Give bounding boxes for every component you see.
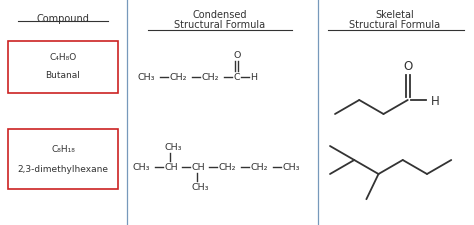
Text: H: H — [250, 73, 257, 82]
Text: C₈H₁₈: C₈H₁₈ — [51, 145, 75, 154]
Text: CH₂: CH₂ — [251, 163, 268, 172]
Text: CH₃: CH₃ — [165, 143, 182, 152]
Text: Butanal: Butanal — [46, 71, 81, 80]
Text: 2,3-dimethylhexane: 2,3-dimethylhexane — [18, 165, 109, 174]
Text: C: C — [234, 73, 241, 82]
Text: CH₂: CH₂ — [202, 73, 219, 82]
Text: CH₃: CH₃ — [283, 163, 301, 172]
Text: CH₂: CH₂ — [170, 73, 188, 82]
Text: Condensed: Condensed — [193, 10, 247, 20]
Text: Skeletal: Skeletal — [375, 10, 414, 20]
FancyBboxPatch shape — [8, 129, 118, 189]
Text: H: H — [431, 95, 439, 108]
Text: O: O — [233, 51, 241, 60]
Text: CH₂: CH₂ — [219, 163, 237, 172]
Text: Compound: Compound — [36, 14, 90, 24]
Text: O: O — [403, 60, 412, 73]
Text: CH: CH — [192, 163, 206, 172]
Text: Structural Formula: Structural Formula — [174, 20, 265, 30]
Text: CH₃: CH₃ — [133, 163, 151, 172]
Text: CH₃: CH₃ — [192, 183, 210, 192]
Text: C₄H₈O: C₄H₈O — [49, 53, 77, 62]
Text: CH₃: CH₃ — [138, 73, 155, 82]
Text: CH: CH — [165, 163, 179, 172]
FancyBboxPatch shape — [8, 42, 118, 94]
Text: Structural Formula: Structural Formula — [349, 20, 440, 30]
